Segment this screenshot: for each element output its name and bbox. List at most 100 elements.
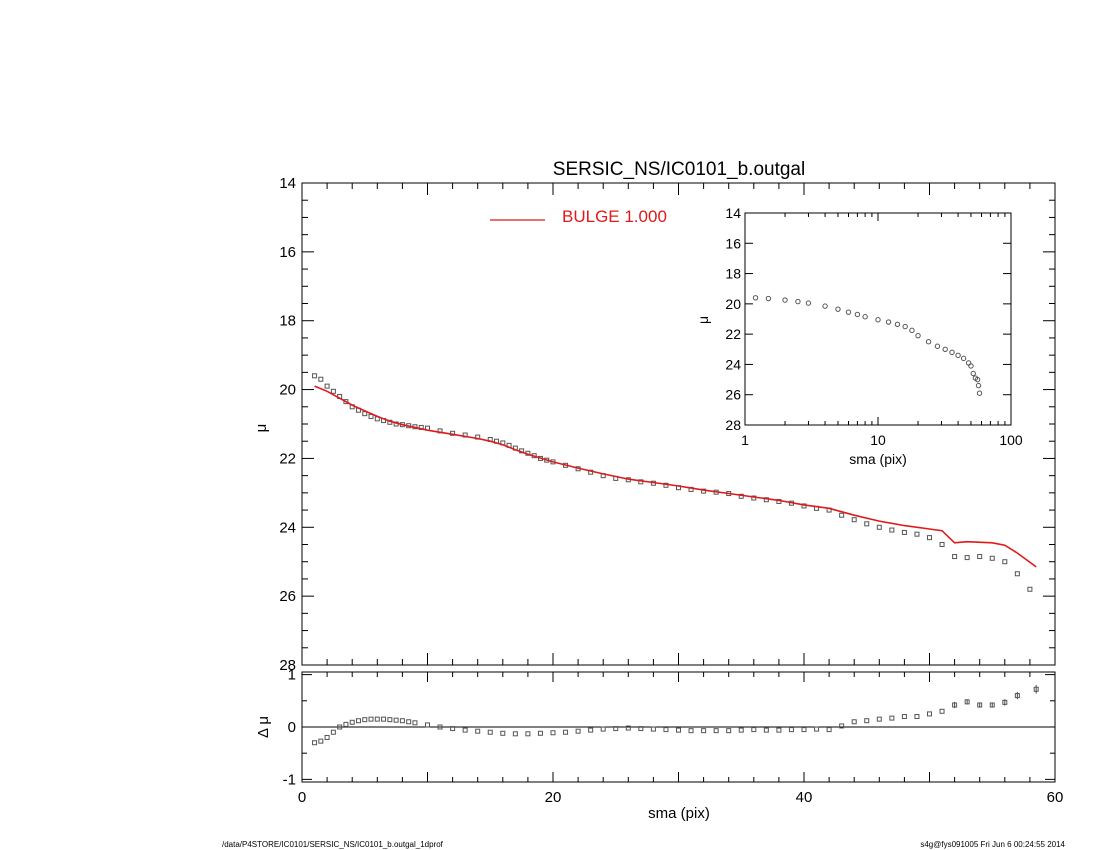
inset-data-point (752, 295, 759, 301)
residual-data-point (814, 726, 820, 732)
residual-data-point (349, 719, 355, 725)
residual-data-point (839, 723, 845, 729)
residual-data-point (537, 730, 543, 736)
main-data-point (889, 527, 895, 533)
inset-data-point (845, 309, 852, 315)
inset-data-point (976, 390, 983, 396)
inset-x-ticks: 1 10 100 (741, 213, 1023, 448)
residual-data-point (487, 729, 493, 735)
main-data-point (1027, 586, 1033, 592)
residual-data-point (330, 729, 336, 735)
inset-data-point (909, 327, 915, 334)
residual-data-point (638, 726, 644, 732)
main-data-point (952, 554, 958, 560)
residual-data-point (312, 740, 318, 746)
inset-y-tick-label: 16 (725, 235, 741, 251)
residual-data-point (563, 729, 569, 735)
residual-data-point (788, 727, 794, 733)
residual-data-point (1014, 693, 1020, 699)
residual-data-point (575, 728, 581, 734)
residual-data-point (500, 730, 506, 736)
residual-data-point (939, 708, 945, 714)
inset-data-point (902, 323, 908, 330)
inset-data-points (752, 295, 983, 396)
footer-file-path: /data/P4STORE/IC0101/SERSIC_NS/IC0101_b.… (222, 840, 444, 849)
inset-y-tick-label: 18 (725, 266, 741, 282)
inset-data-point (968, 363, 974, 369)
main-data-point (1002, 559, 1008, 565)
main-data-point (939, 542, 945, 547)
residual-data-points (312, 685, 1039, 746)
main-data-point (876, 524, 882, 530)
residual-data-point (688, 728, 694, 734)
residual-data-point (713, 728, 719, 734)
main-y-tick-label: 18 (279, 313, 296, 330)
residual-data-point (525, 731, 531, 737)
residual-data-point (989, 702, 995, 708)
main-data-point (330, 388, 336, 394)
inset-data-point (894, 321, 901, 327)
main-data-point (927, 535, 932, 541)
inset-data-point (795, 298, 801, 305)
residual-y-tick-label: 0 (288, 719, 296, 736)
main-data-points (312, 373, 1033, 592)
inset-data-point (885, 319, 892, 325)
residual-y-tick-label: -1 (283, 771, 296, 788)
residual-data-point (362, 717, 368, 723)
inset-data-point (925, 339, 932, 345)
inset-data-point (915, 332, 921, 339)
inset-y-tick-label: 24 (725, 356, 741, 372)
main-plot-frame (301, 182, 1056, 666)
main-y-tick-label: 14 (279, 175, 296, 192)
x-tick-label: 60 (1047, 789, 1064, 806)
inset-data-point (875, 317, 881, 323)
residual-data-point (343, 721, 349, 727)
inset-data-point (765, 295, 772, 302)
residual-data-point (914, 714, 920, 720)
main-y-tick-label: 16 (279, 244, 296, 261)
residual-panel: 10-1 0 20 40 60 Δ μ sma (pix) (255, 667, 1063, 822)
inset-panel: 14 16 18 20 22 24 26 28 1 10 100 μ sma (pix) (695, 205, 1023, 467)
residual-data-point (964, 699, 970, 705)
residual-data-point (512, 731, 518, 737)
main-y-tick-label: 22 (279, 450, 296, 467)
main-y-tick-label: 20 (279, 382, 296, 399)
main-data-point (901, 529, 907, 535)
inset-data-point (965, 360, 972, 366)
residual-data-point (952, 702, 958, 708)
main-data-point (964, 555, 970, 561)
main-data-point (318, 376, 324, 382)
residual-x-ticks: 0 20 40 60 (298, 672, 1064, 806)
residual-data-point (1033, 686, 1039, 692)
residual-data-point (776, 727, 782, 733)
residual-data-point (738, 727, 744, 733)
inset-data-point (975, 382, 982, 389)
main-data-point (343, 399, 349, 405)
residual-data-point (399, 718, 405, 724)
inset-data-point (782, 297, 788, 303)
residual-data-point (318, 738, 324, 744)
x-axis-label: sma (pix) (648, 805, 710, 822)
residual-data-point (889, 715, 895, 721)
residual-data-point (927, 711, 932, 717)
main-panel: 14 16 18 20 22 24 26 28 μ BULGE 1.000 (253, 175, 1056, 674)
residual-data-point (751, 727, 757, 733)
residual-data-point (475, 728, 481, 734)
x-tick-label: 20 (545, 789, 562, 806)
residual-data-point (726, 728, 732, 734)
residual-y-ticks: 1 0 -1 (283, 667, 1055, 788)
main-data-point (312, 373, 318, 379)
residual-y-tick-label: 1 (288, 667, 296, 684)
legend-label-bulge: BULGE 1.000 (562, 207, 667, 226)
residual-data-point (368, 716, 374, 722)
inset-data-point (854, 311, 861, 318)
main-data-point (1014, 571, 1020, 577)
residual-data-point (437, 724, 443, 730)
residual-data-point (324, 734, 330, 740)
inset-y-tick-label: 20 (725, 296, 741, 312)
main-data-point (851, 517, 857, 523)
inset-data-point (862, 314, 868, 320)
residual-data-point (650, 726, 656, 732)
inset-y-ticks: 14 16 18 20 22 24 26 28 (725, 205, 1011, 433)
